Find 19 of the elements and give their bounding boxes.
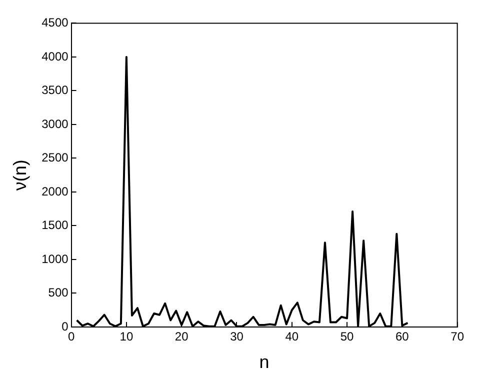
y-tick-label: 1000 xyxy=(42,252,69,266)
y-tick-label: 4000 xyxy=(42,49,69,64)
x-tick-label: 40 xyxy=(285,330,299,344)
y-tick-label: 500 xyxy=(48,286,69,300)
y-tick-label: 2500 xyxy=(42,150,69,165)
y-tick-label: 0 xyxy=(62,319,69,334)
x-axis-title: n xyxy=(259,352,270,372)
y-tick-label: 2000 xyxy=(42,184,69,198)
y-tick-label: 3000 xyxy=(42,116,69,131)
x-tick-label: 30 xyxy=(230,330,244,344)
x-tick-label: 70 xyxy=(450,330,464,344)
y-tick-label: 3500 xyxy=(42,83,69,98)
y-axis-title: ν(n) xyxy=(10,160,30,191)
y-tick-label: 1500 xyxy=(42,218,69,232)
y-tick-label: 4500 xyxy=(42,16,69,30)
x-tick-label: 10 xyxy=(120,330,134,344)
x-tick-label: 20 xyxy=(174,330,189,344)
x-tick-label: 60 xyxy=(396,330,410,344)
x-tick-label: 50 xyxy=(340,330,354,344)
